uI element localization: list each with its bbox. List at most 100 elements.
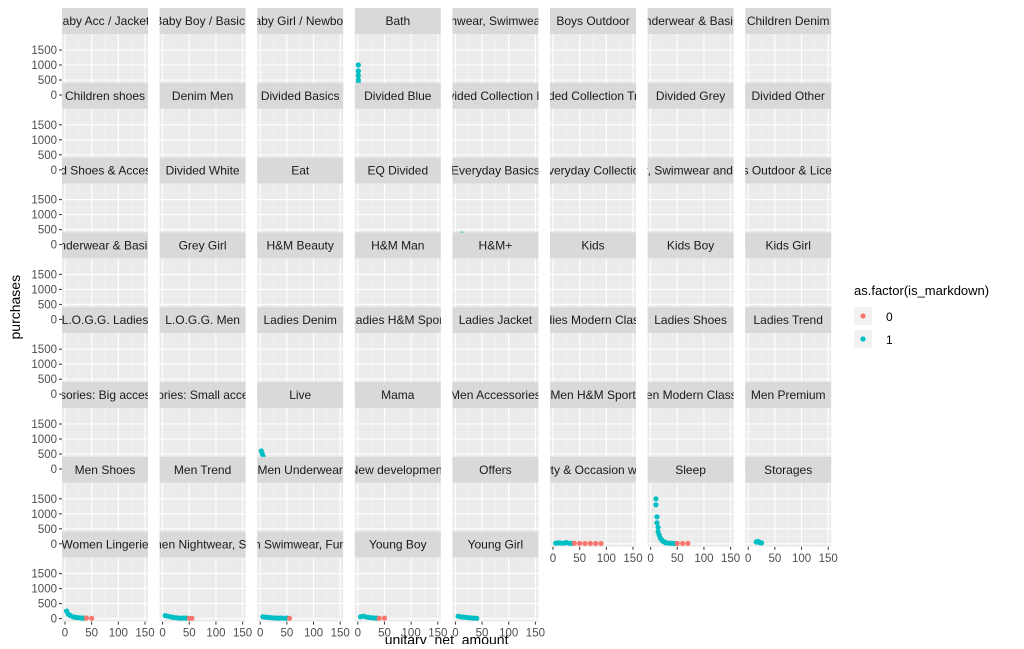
facet-strip	[354, 232, 441, 259]
facet-panel: Young Boy 0 50 100 150	[355, 531, 447, 640]
x-tick-label: 0	[550, 553, 556, 565]
facet-strip	[452, 8, 539, 34]
y-tick-label: 500	[38, 374, 57, 386]
data-point	[286, 615, 293, 621]
facet-strip	[550, 456, 636, 483]
facet-strip	[452, 232, 539, 259]
y-tick-label: 500	[38, 524, 57, 536]
facet-strip	[62, 82, 148, 109]
x-tick-label: 150	[233, 628, 252, 640]
y-tick-label: 0	[51, 90, 57, 102]
x-tick-label: 150	[331, 628, 350, 640]
data-point	[89, 615, 95, 621]
facet-strip	[452, 82, 539, 109]
facet-strip-label: Beachwear, Swimwear and Sleepwear	[588, 164, 793, 178]
x-tick-label: 150	[721, 553, 740, 565]
facet-strip-label: Divided Shoes & Accessories	[27, 164, 183, 178]
facet-strip	[62, 382, 148, 408]
facet-strip	[550, 8, 636, 34]
facet-strip-label: Young Girl	[468, 538, 524, 552]
facet-strip-label: Sleep	[675, 463, 706, 477]
facet-panel: Men Shoes 0 500 1000 1500	[31, 456, 148, 551]
facet-strip-label: Divided Basics	[261, 89, 340, 103]
y-tick-label: 500	[38, 449, 57, 461]
facet-strip-label: Boys Outdoor	[556, 14, 629, 28]
x-tick-label: 100	[109, 628, 128, 640]
y-tick-label: 500	[38, 599, 57, 611]
facet-strip-label: Baby Boy / Basics	[154, 14, 251, 28]
y-tick-label: 500	[38, 299, 57, 311]
legend-entry-label: 1	[886, 333, 893, 347]
facet-strip	[354, 8, 441, 34]
facet-strip-label: Women Nightwear, Socks	[134, 538, 271, 552]
y-tick-label: 1000	[31, 135, 57, 147]
facet-strip-label: Divided Other	[752, 89, 825, 103]
facet-panel: Underwear & Basics	[647, 8, 734, 98]
facet-strip	[745, 8, 832, 34]
y-tick-label: 0	[51, 314, 57, 326]
facet-strip-label: H&M Beauty	[267, 238, 334, 252]
facet-strip	[257, 232, 344, 259]
x-tick-label: 0	[745, 553, 751, 565]
facet-strip-label: Kids Outdoor & Licence	[725, 164, 851, 178]
facet-strip-label: Accessories: Big accessories	[27, 388, 182, 402]
facet-strip-label: Young Boy	[369, 538, 427, 552]
y-tick-label: 1000	[31, 284, 57, 296]
data-point	[685, 540, 691, 546]
facet-panel: Eat	[257, 157, 344, 248]
x-tick-label: 100	[304, 628, 323, 640]
data-point	[376, 615, 382, 621]
x-tick-label: 100	[597, 553, 616, 565]
y-tick-label: 1000	[31, 359, 57, 371]
y-tick-label: 1000	[31, 434, 57, 446]
facet-strip	[452, 456, 539, 483]
facet-strip	[745, 232, 832, 259]
facet-strip-label: Men Modern Classic	[636, 388, 745, 402]
x-tick-label: 50	[768, 553, 781, 565]
y-tick-label: 1000	[31, 509, 57, 521]
data-point	[758, 540, 765, 546]
data-point	[355, 62, 361, 68]
x-tick-label: 0	[355, 628, 361, 640]
facet-strip-label: Kids Boy	[667, 238, 714, 252]
facet-strip-label: Accessories: Small accessories	[119, 388, 287, 402]
facet-strip	[452, 531, 539, 558]
facet-strip-label: Party & Occasion wear	[532, 463, 654, 477]
legend-key-point	[860, 336, 866, 342]
y-tick-label: 500	[38, 75, 57, 87]
facet-strip-label: Ladies Jacket	[459, 313, 533, 327]
facet-strip-label: Ladies H&M Sport	[349, 313, 447, 327]
facet-strip	[159, 82, 246, 109]
facet-strip	[550, 82, 636, 109]
y-tick-label: 1500	[31, 120, 57, 132]
facet-strip-label: Everyday Collection	[540, 164, 646, 178]
facet-strip-label: Everyday Basics	[451, 164, 540, 178]
facet-strip-label: Women Lingerie	[61, 538, 148, 552]
facet-strip-label: Kids Girl	[766, 238, 811, 252]
x-tick-label: 150	[526, 628, 545, 640]
facet-strip-label: Bath	[385, 14, 410, 28]
y-tick-label: 1500	[31, 569, 57, 581]
facet-strip	[159, 8, 246, 34]
facet-strip-label: L.O.G.G. Men	[165, 313, 240, 327]
facet-strip-label: Men H&M Sport	[550, 388, 636, 402]
x-tick-label: 50	[378, 628, 391, 640]
facet-strip-label: Denim Men	[172, 89, 233, 103]
facet-strip	[647, 232, 734, 259]
data-point	[571, 540, 577, 546]
facet-panel: Beachwear, Swimwear and	[423, 8, 568, 98]
facet-strip	[745, 307, 832, 334]
facet-panel: Young Girl 0 50 100 150	[452, 531, 545, 640]
facet-panel: Party & Occasion wear 0 50 100 150	[532, 456, 654, 565]
facet-strip	[62, 531, 148, 558]
facet-strip-label: H&M Man	[371, 238, 424, 252]
facet-strip	[159, 307, 246, 334]
facet-strip-label: Beachwear, Swimwear and	[423, 14, 568, 28]
x-tick-label: 0	[62, 628, 68, 640]
facet-strip	[354, 157, 441, 184]
y-axis-title: purchases	[7, 275, 23, 340]
y-tick-label: 1500	[31, 494, 57, 506]
facet-strip	[452, 382, 539, 408]
